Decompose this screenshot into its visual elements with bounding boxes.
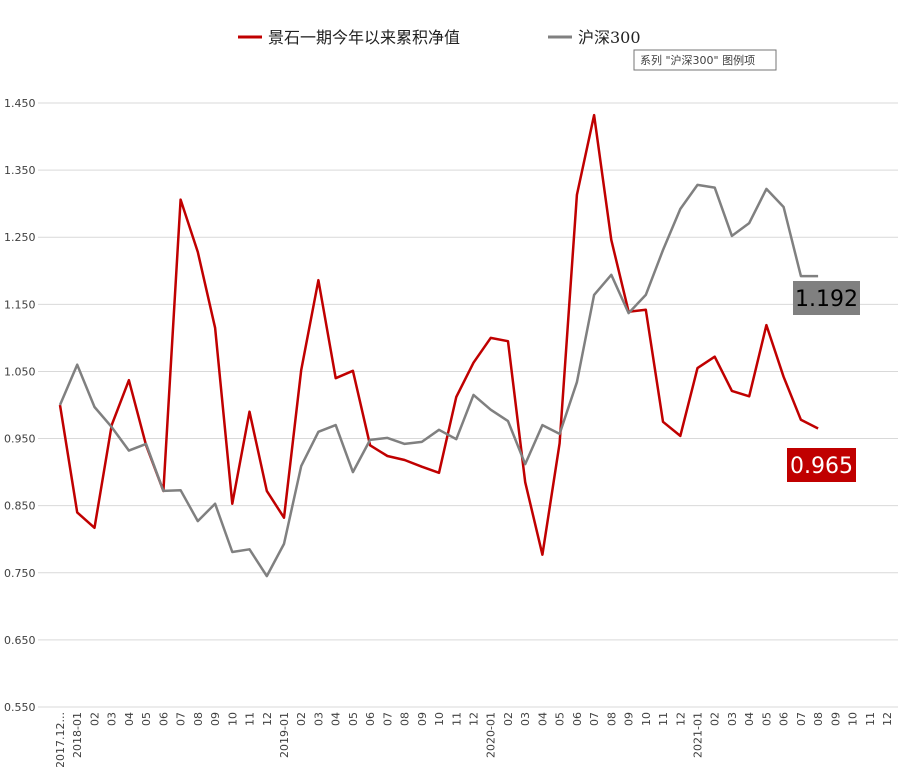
x-tick-label: 05	[760, 712, 773, 726]
x-tick-label: 07	[588, 712, 601, 726]
x-tick-label: 07	[381, 712, 394, 726]
x-tick-label: 11	[244, 712, 257, 726]
x-tick-label: 03	[106, 712, 119, 726]
x-tick-label: 10	[226, 712, 239, 726]
y-tick-label: 1.150	[4, 298, 36, 311]
tooltip-text: 系列 "沪深300" 图例项	[640, 53, 755, 67]
legend-text: 沪深300	[578, 28, 641, 47]
x-tick-label: 12	[881, 712, 894, 726]
tooltip-box	[633, 49, 777, 71]
x-tick-label: 08	[192, 712, 205, 726]
x-tick-label: 08	[399, 712, 412, 726]
y-tick-label: 0.550	[4, 701, 36, 714]
x-tick-label: 03	[519, 712, 532, 726]
x-tick-label: 07	[795, 712, 808, 726]
x-tick-label: 02	[709, 712, 722, 726]
x-tick-label: 2017.12...	[54, 712, 67, 767]
x-tick-label: 09	[829, 712, 842, 726]
x-tick-label: 02	[88, 712, 101, 726]
x-tick-label: 03	[312, 712, 325, 726]
y-tick-label: 1.450	[4, 97, 36, 110]
y-tick-label: 1.350	[4, 164, 36, 177]
x-tick-label: 11	[657, 712, 670, 726]
x-tick-label: 06	[364, 712, 377, 726]
x-tick-label: 12	[261, 712, 274, 726]
x-tick-label: 12	[468, 712, 481, 726]
x-tick-label: 03	[726, 712, 739, 726]
x-tick-label: 05	[140, 712, 153, 726]
x-tick-label: 10	[433, 712, 446, 726]
y-tick-label: 0.750	[4, 567, 36, 580]
x-tick-label: 10	[847, 712, 860, 726]
series-line	[58, 183, 819, 578]
x-tick-label: 06	[157, 712, 170, 726]
annotation-box	[793, 281, 860, 315]
x-tick-label: 11	[864, 712, 877, 726]
x-tick-label: 05	[347, 712, 360, 726]
x-tick-label: 11	[450, 712, 463, 726]
x-tick-label: 09	[209, 712, 222, 726]
x-tick-label: 2021-01	[691, 712, 704, 758]
x-tick-label: 07	[175, 712, 188, 726]
y-tick-label: 0.950	[4, 433, 36, 446]
annotation-box	[787, 448, 856, 482]
x-tick-label: 06	[778, 712, 791, 726]
y-tick-label: 0.850	[4, 500, 36, 513]
x-tick-label: 12	[674, 712, 687, 726]
x-tick-label: 2019-01	[278, 712, 291, 758]
x-tick-label: 08	[605, 712, 618, 726]
legend-text: 景石一期今年以来累积净值	[268, 28, 460, 47]
x-tick-label: 02	[502, 712, 515, 726]
x-tick-label: 05	[554, 712, 567, 726]
annotation-text: 0.965	[790, 454, 853, 479]
x-tick-label: 04	[330, 712, 343, 726]
x-tick-label: 2020-01	[485, 712, 498, 758]
x-tick-label: 04	[123, 712, 136, 726]
y-tick-label: 1.250	[4, 231, 36, 244]
x-tick-label: 09	[416, 712, 429, 726]
x-tick-label: 2018-01	[71, 712, 84, 758]
x-tick-label: 08	[812, 712, 825, 726]
x-tick-label: 10	[640, 712, 653, 726]
series-line	[58, 113, 819, 556]
x-tick-label: 04	[743, 712, 756, 726]
annotation-text: 1.192	[795, 287, 858, 312]
y-tick-label: 0.650	[4, 634, 36, 647]
x-tick-label: 06	[571, 712, 584, 726]
x-tick-label: 04	[536, 712, 549, 726]
y-tick-label: 1.050	[4, 365, 36, 378]
x-tick-label: 02	[295, 712, 308, 726]
x-tick-label: 09	[623, 712, 636, 726]
